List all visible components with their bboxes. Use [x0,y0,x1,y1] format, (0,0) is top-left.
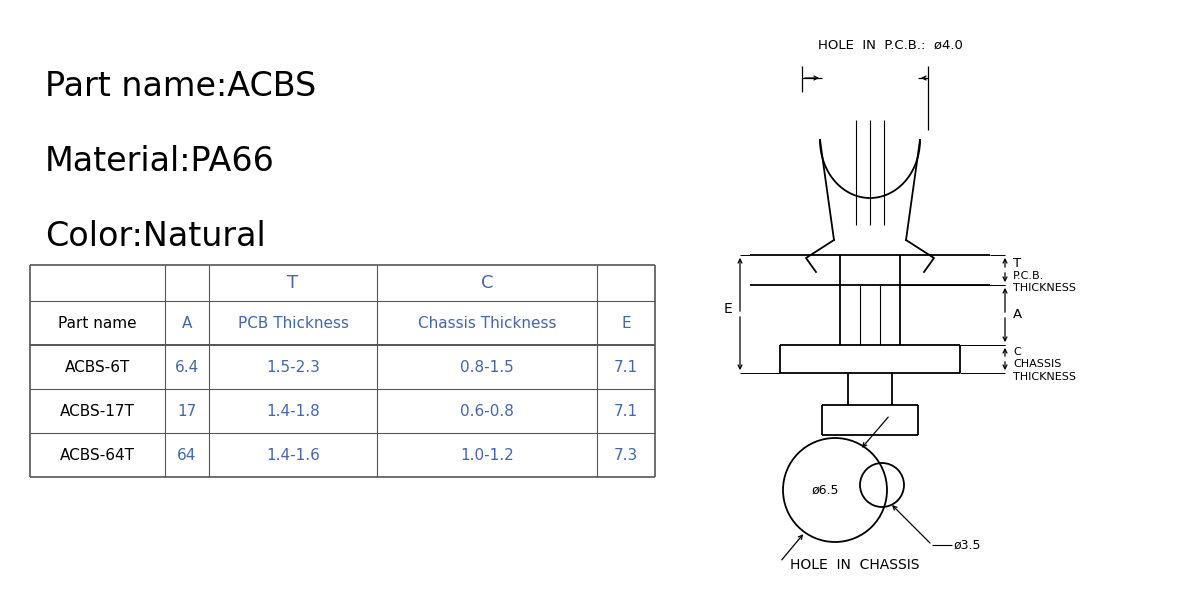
Text: Part name:ACBS: Part name:ACBS [46,70,317,103]
Text: HOLE  IN  CHASSIS: HOLE IN CHASSIS [791,558,919,572]
Text: ø3.5: ø3.5 [954,539,982,551]
Text: 1.5-2.3: 1.5-2.3 [266,359,320,374]
Text: 17: 17 [178,403,197,419]
Text: ø6.5: ø6.5 [811,484,839,497]
Text: C
CHASSIS
THICKNESS: C CHASSIS THICKNESS [1013,347,1076,382]
Text: HOLE  IN  P.C.B.:  ø4.0: HOLE IN P.C.B.: ø4.0 [817,39,962,52]
Text: 1.0-1.2: 1.0-1.2 [460,448,514,463]
Text: ACBS-64T: ACBS-64T [60,448,134,463]
Text: Material:PA66: Material:PA66 [46,145,275,178]
Text: ACBS-17T: ACBS-17T [60,403,134,419]
Text: Color:Natural: Color:Natural [46,220,265,253]
Text: 0.8-1.5: 0.8-1.5 [460,359,514,374]
Text: Part name: Part name [58,316,137,331]
Text: 64: 64 [178,448,197,463]
Text: C: C [481,274,493,292]
Text: E: E [724,302,732,316]
Text: 6.4: 6.4 [175,359,199,374]
Text: 1.4-1.6: 1.4-1.6 [266,448,320,463]
Text: 7.3: 7.3 [614,448,638,463]
Text: 0.6-0.8: 0.6-0.8 [460,403,514,419]
Text: Chassis Thickness: Chassis Thickness [418,316,557,331]
Text: 1.4-1.8: 1.4-1.8 [266,403,320,419]
Text: 7.1: 7.1 [614,403,638,419]
Text: P.C.B.
THICKNESS: P.C.B. THICKNESS [1013,271,1076,293]
Text: A: A [182,316,192,331]
Text: E: E [622,316,631,331]
Text: T: T [288,274,299,292]
Text: T: T [1013,257,1021,270]
Text: ACBS-6T: ACBS-6T [65,359,130,374]
Text: A: A [1013,308,1022,322]
Text: 7.1: 7.1 [614,359,638,374]
Text: PCB Thickness: PCB Thickness [238,316,348,331]
